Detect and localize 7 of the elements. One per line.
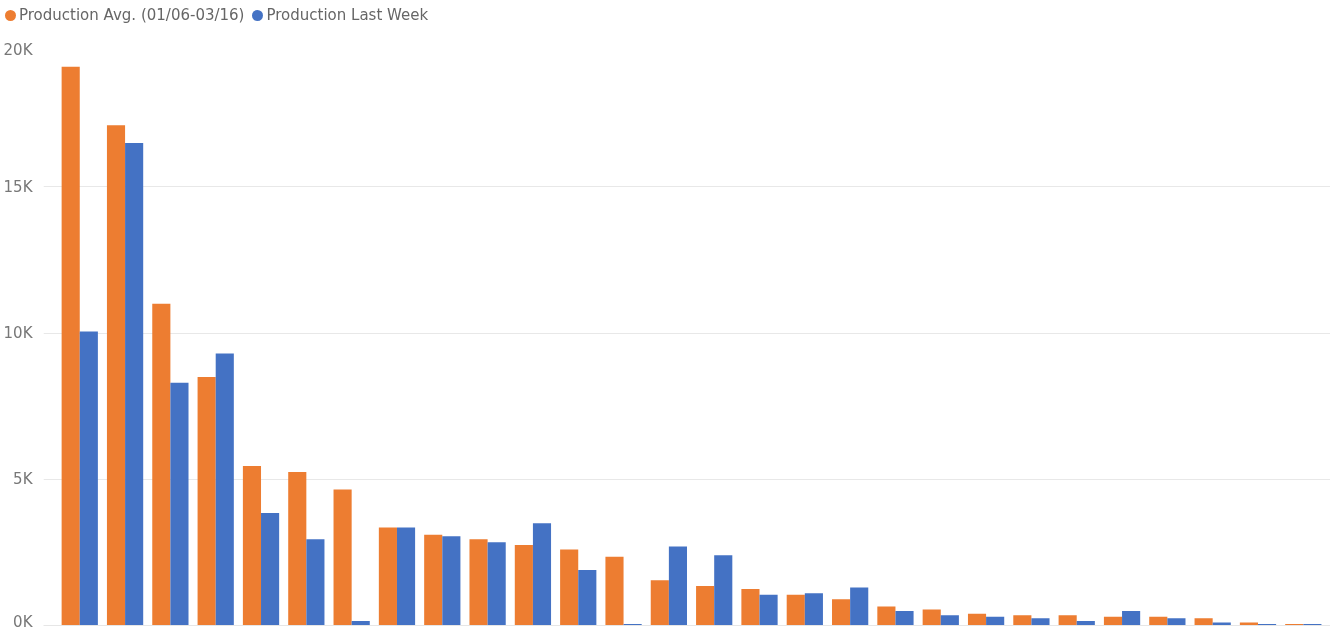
- legend-label: Production Avg. (01/06-03/16): [19, 5, 245, 26]
- y-tick-label: 5K: [13, 470, 34, 489]
- y-tick-label: 15K: [3, 177, 34, 196]
- y-tick-label: 0K: [13, 612, 34, 627]
- y-tick-label: 10K: [3, 324, 34, 342]
- legend-label: Production Last Week: [266, 5, 429, 26]
- y-tick-label: 20K: [3, 40, 34, 59]
